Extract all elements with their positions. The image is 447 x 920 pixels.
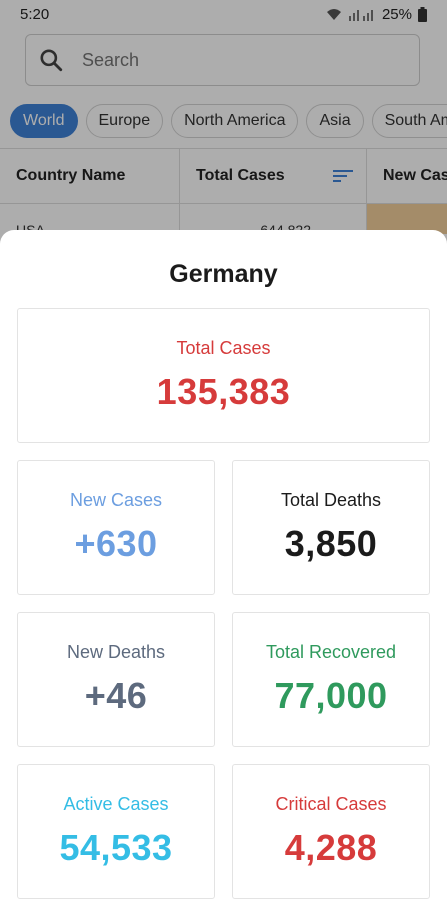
- total-deaths-value: 3,850: [284, 523, 378, 564]
- critical-cases-label: Critical Cases: [275, 794, 387, 814]
- new-cases-card: New Cases +630: [17, 460, 215, 595]
- battery-percent: 25%: [381, 5, 412, 23]
- new-cases-label: New Cases: [69, 490, 163, 510]
- column-total-cases[interactable]: Total Cases: [180, 149, 367, 203]
- total-deaths-card: Total Deaths 3,850: [232, 460, 430, 595]
- total-deaths-label: Total Deaths: [280, 490, 382, 510]
- column-country-name[interactable]: Country Name: [0, 149, 180, 203]
- column-new-cases[interactable]: New Cases: [383, 167, 447, 184]
- critical-cases-value: 4,288: [284, 827, 378, 868]
- table-row[interactable]: USA 644,822: [0, 204, 447, 234]
- chip-europe[interactable]: Europe: [85, 104, 164, 138]
- total-recovered-card: Total Recovered 77,000: [232, 612, 430, 747]
- battery-icon: [418, 6, 427, 22]
- new-deaths-label: New Deaths: [66, 642, 166, 662]
- sort-icon[interactable]: [332, 168, 354, 184]
- total-cases-value: 135,383: [156, 371, 291, 412]
- wifi-icon: [326, 8, 341, 20]
- region-filter-chips: World Europe North America Asia South Am…: [10, 104, 447, 138]
- sheet-title: Germany: [169, 260, 278, 288]
- column-total-cases-label: Total Cases: [196, 167, 285, 184]
- chip-south-america[interactable]: South America: [371, 104, 447, 138]
- new-deaths-value: +46: [84, 675, 148, 716]
- active-cases-value: 54,533: [59, 827, 173, 868]
- status-bar: 5:20 25%: [0, 0, 447, 28]
- status-indicators: 25%: [326, 6, 427, 23]
- search-icon: [40, 49, 63, 72]
- total-cases-label: Total Cases: [176, 338, 271, 358]
- active-cases-card: Active Cases 54,533: [17, 764, 215, 899]
- chip-north-america[interactable]: North America: [171, 104, 299, 138]
- total-cases-card: Total Cases 135,383: [17, 308, 430, 443]
- chip-world[interactable]: World: [10, 104, 78, 138]
- search-input[interactable]: Search: [25, 34, 420, 86]
- critical-cases-card: Critical Cases 4,288: [232, 764, 430, 899]
- table-header: Country Name Total Cases New Cases: [0, 148, 447, 204]
- chip-asia[interactable]: Asia: [306, 104, 364, 138]
- search-placeholder: Search: [82, 49, 140, 70]
- signal-icon: [348, 9, 373, 21]
- active-cases-label: Active Cases: [63, 794, 169, 814]
- status-time: 5:20: [20, 5, 50, 23]
- new-cases-value: +630: [74, 523, 158, 564]
- row-new-cases: [367, 204, 447, 234]
- country-detail-sheet: Germany Total Cases 135,383 New Cases +6…: [0, 230, 447, 920]
- total-recovered-label: Total Recovered: [265, 642, 397, 662]
- new-deaths-card: New Deaths +46: [17, 612, 215, 747]
- total-recovered-value: 77,000: [274, 675, 388, 716]
